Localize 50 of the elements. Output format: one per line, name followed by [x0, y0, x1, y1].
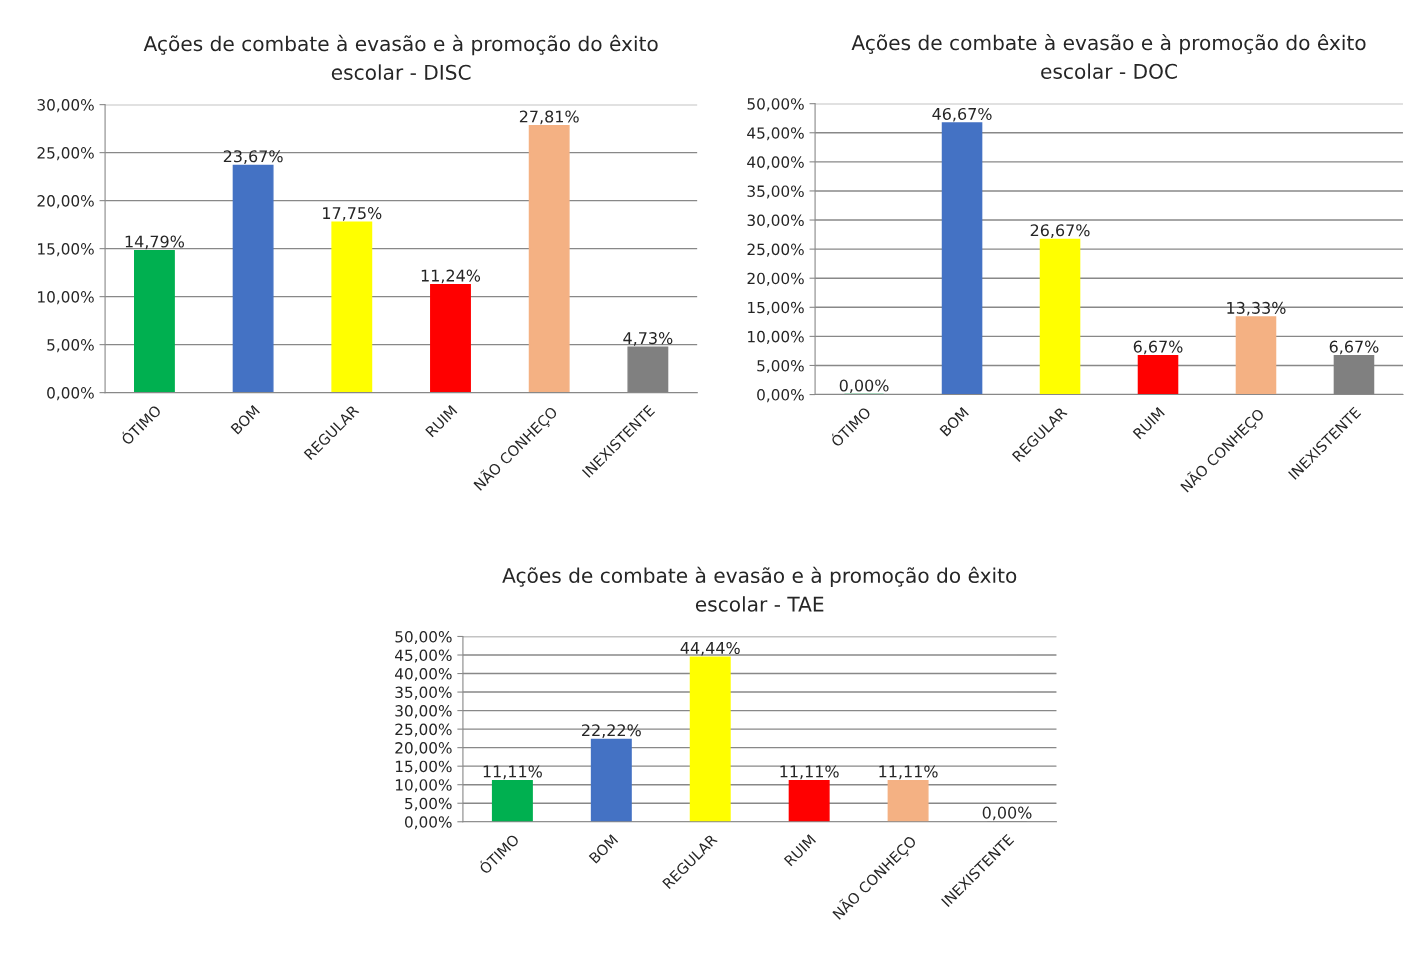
data-label: 0,00%	[839, 379, 889, 394]
data-label: 13,33%	[1227, 301, 1286, 316]
data-label: 4,73%	[623, 332, 673, 346]
y-tick-label: 50,00%	[395, 630, 452, 645]
y-tick-label: 0,00%	[757, 389, 804, 403]
y-tick-label: 45,00%	[395, 649, 452, 663]
chart-title: Ações de combate à evasão e à promoção do êxito escolar - TAE	[502, 566, 1017, 612]
data-label: 0,00%	[982, 806, 1032, 821]
data-label: 6,67%	[1133, 340, 1183, 355]
y-tick-label: 15,00%	[395, 760, 452, 774]
chart-title: Ações de combate à evasão e à promoção do êxito escolar - DOC	[851, 33, 1366, 79]
y-tick-label: 45,00%	[747, 127, 804, 141]
y-tick-label: 5,00%	[47, 339, 94, 353]
chart-title: Ações de combate à evasão e à promoção do êxito escolar - DISC	[143, 34, 658, 80]
y-tick-label: 0,00%	[47, 387, 94, 401]
y-tick-label: 20,00%	[395, 742, 452, 756]
y-tick-label: 15,00%	[38, 243, 94, 257]
y-tick-label: 35,00%	[395, 686, 452, 700]
y-tick-label: 40,00%	[747, 156, 804, 170]
y-tick-label: 10,00%	[748, 330, 804, 344]
data-label: 17,75%	[323, 207, 382, 221]
y-tick-label: 5,00%	[405, 797, 452, 811]
data-label: 26,67%	[1030, 224, 1090, 238]
y-tick-label: 35,00%	[747, 185, 804, 199]
y-tick-label: 5,00%	[757, 359, 804, 374]
y-tick-label: 30,00%	[747, 214, 804, 228]
y-tick-label: 10,00%	[38, 291, 94, 305]
y-tick-label: 50,00%	[747, 98, 804, 112]
y-tick-label: 15,00%	[748, 301, 804, 315]
data-label: 14,79%	[125, 235, 184, 250]
data-label: 6,67%	[1329, 340, 1379, 355]
data-label: 11,24%	[421, 269, 481, 284]
y-tick-label: 25,00%	[37, 147, 94, 161]
y-tick-label: 25,00%	[395, 723, 452, 737]
y-tick-label: 30,00%	[37, 99, 94, 113]
y-tick-label: 40,00%	[395, 668, 452, 682]
data-label: 23,67%	[223, 150, 283, 164]
data-label: 27,81%	[519, 110, 579, 125]
data-label: 11,11%	[780, 765, 839, 780]
data-label: 44,44%	[680, 641, 740, 656]
data-label: 22,22%	[582, 724, 641, 738]
data-label: 46,67%	[932, 107, 992, 122]
y-tick-label: 20,00%	[37, 195, 94, 209]
y-tick-label: 10,00%	[395, 779, 452, 793]
y-tick-label: 25,00%	[747, 243, 804, 257]
data-label: 11,11%	[483, 765, 542, 780]
y-tick-label: 30,00%	[395, 705, 452, 719]
y-tick-label: 20,00%	[747, 272, 804, 286]
y-tick-label: 0,00%	[404, 816, 452, 830]
data-label: 11,11%	[879, 765, 938, 780]
